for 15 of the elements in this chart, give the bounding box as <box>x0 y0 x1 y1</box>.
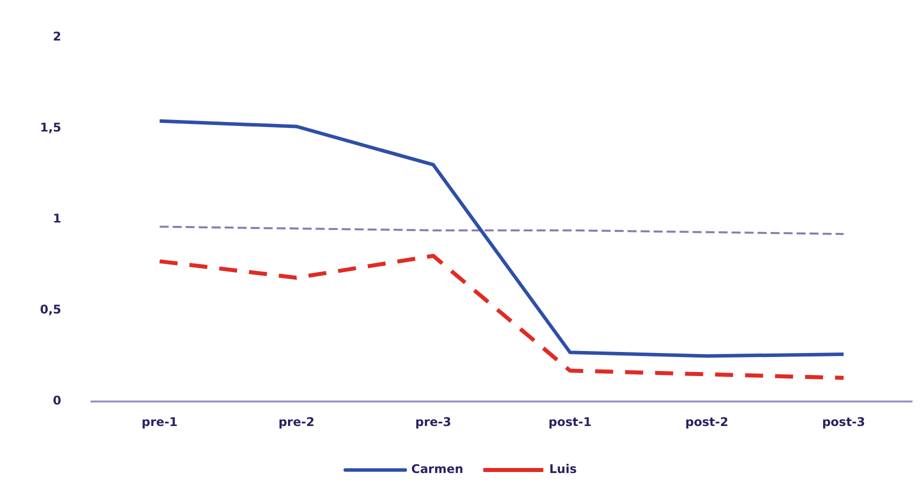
x-tick-label: pre-2 <box>278 414 314 429</box>
x-tick-label: post-1 <box>548 414 592 429</box>
line-series <box>158 254 846 380</box>
x-tick-label: pre-1 <box>142 414 178 429</box>
line-series <box>158 226 845 235</box>
y-tick-label: 2 <box>52 29 62 44</box>
y-tick-label: 1,5 <box>40 120 62 134</box>
y-tick-label: 0 <box>52 394 62 408</box>
legend-label: Luis <box>549 462 577 476</box>
y-tick-label: 1 <box>52 212 62 226</box>
x-tick-label: post-2 <box>685 414 728 429</box>
x-tick-label: pre-3 <box>415 414 452 429</box>
y-tick-label: 0,5 <box>40 302 62 317</box>
x-tick-label: post-3 <box>822 414 866 429</box>
legend-label: Carmen <box>411 462 464 476</box>
